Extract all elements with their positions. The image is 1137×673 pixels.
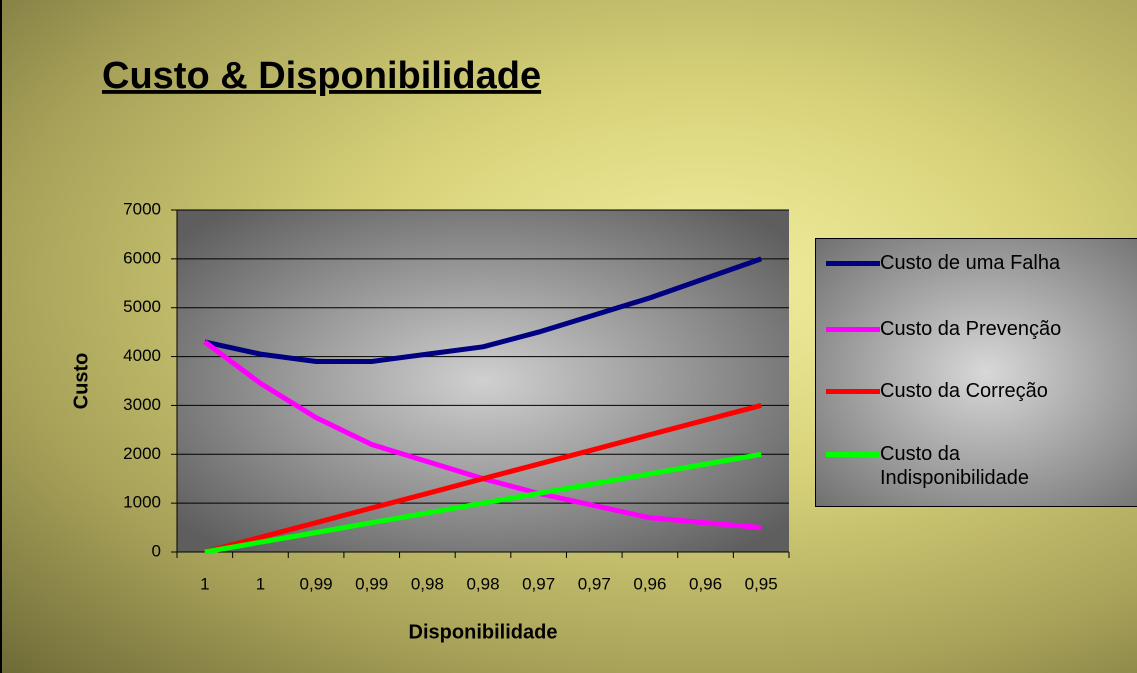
y-tick-label: 0 [152,541,161,560]
x-tick-label: 0,99 [300,574,333,593]
x-tick-label: 0,97 [522,574,555,593]
legend-item: Custo da Indisponibilidade [826,442,1095,490]
chart-title: Custo & Disponibilidade [102,55,541,97]
x-tick-label: 1 [200,574,209,593]
legend-label: Custo de uma Falha [880,252,1061,274]
series-line [204,256,763,364]
x-tick-label: 0,96 [689,574,722,593]
y-tick-label: 4000 [123,346,161,365]
y-tick-label: 1000 [123,493,161,512]
y-tick-label: 2000 [123,444,161,463]
plot-area [177,210,789,552]
series-line [204,451,762,555]
x-tick-label: 0,96 [633,574,666,593]
x-tick-label: 0,98 [466,574,499,593]
legend-label: Custo da Indisponibilidade [880,443,1030,489]
legend-label: Custo da Correção [880,380,1048,402]
legend-item: Custo da Correção [826,379,1095,403]
legend: Custo de uma Falha Custo da Prevenção Cust… [815,238,1137,507]
legend-item: Custo da Prevenção [826,317,1095,341]
legend-swatch [826,327,880,332]
x-tick-label: 1 [256,574,265,593]
x-tick-label: 0,99 [355,574,388,593]
x-tick-label: 0,97 [578,574,611,593]
x-tick-label: 0,95 [745,574,778,593]
legend-swatch [826,452,880,457]
legend-swatch [826,389,880,394]
series-line [204,402,762,555]
y-axis-label: Custo [70,353,92,410]
y-tick-label: 3000 [123,395,161,414]
y-tick-label: 7000 [123,199,161,218]
legend-label: Custo da Prevenção [880,318,1062,340]
legend-item: Custo de uma Falha [826,251,1095,275]
x-tick-label: 0,98 [411,574,444,593]
x-axis-label: Disponibilidade [409,621,558,643]
legend-swatch [826,261,880,266]
y-tick-label: 6000 [123,248,161,267]
y-tick-label: 5000 [123,297,161,316]
